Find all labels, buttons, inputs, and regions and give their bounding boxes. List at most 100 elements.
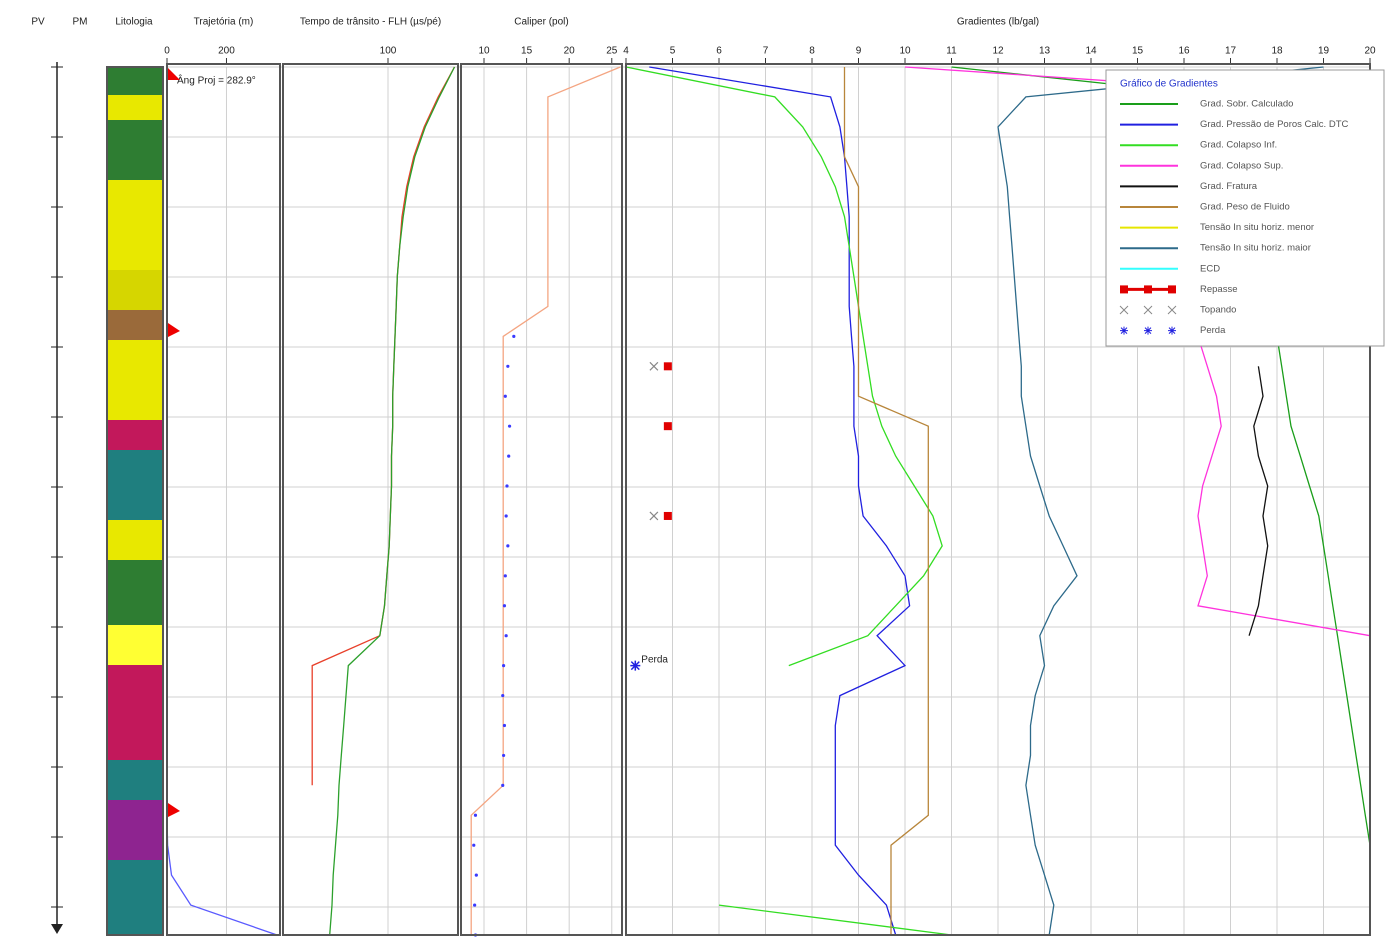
- lithology-band: [107, 560, 163, 625]
- series-line: [329, 66, 456, 936]
- caliper-dot: [474, 873, 478, 877]
- series-line: [470, 66, 621, 935]
- lithology-band: [107, 95, 163, 120]
- caliper-dot: [501, 783, 505, 787]
- x-tick-label: 14: [1085, 46, 1097, 57]
- x-tick-label: 200: [218, 46, 235, 57]
- lithology-band: [107, 665, 163, 760]
- caliper-dot: [506, 364, 510, 368]
- x-tick-label: 25: [606, 46, 618, 57]
- legend-label: Grad. Fratura: [1200, 181, 1258, 192]
- lithology-band: [107, 450, 163, 520]
- legend-label: Grad. Colapso Sup.: [1200, 160, 1283, 171]
- legend-swatch: [1120, 285, 1128, 294]
- x-tick-label: 13: [1039, 46, 1051, 57]
- caliper-dot: [502, 723, 507, 728]
- caliper-dot: [512, 334, 516, 338]
- legend-label: Grad. Peso de Fluido: [1200, 202, 1290, 213]
- caliper-dot: [504, 514, 508, 518]
- legend-label: ECD: [1200, 263, 1220, 274]
- lithology-frame: [106, 66, 164, 936]
- repasse-marker: [663, 422, 672, 431]
- x-tick-label: 15: [1132, 46, 1144, 57]
- lithology-band: [107, 860, 163, 935]
- series-line: [625, 66, 952, 936]
- x-tick-label: 5: [670, 46, 676, 57]
- repasse-marker: [663, 362, 672, 371]
- depth-arrow: [51, 924, 63, 934]
- legend-swatch: [1120, 326, 1128, 335]
- x-tick-label: 20: [564, 46, 576, 57]
- topando-marker: [649, 511, 659, 521]
- track-title: Trajetória (m): [194, 17, 254, 28]
- caliper-dot: [504, 634, 508, 638]
- track-frame: [625, 63, 1371, 936]
- track-title: Gradientes (lb/gal): [957, 17, 1039, 28]
- legend-swatch: [1144, 285, 1152, 294]
- casing-marker: [168, 323, 180, 337]
- depth-ticks: [51, 66, 63, 908]
- legend-label: Grad. Colapso Inf.: [1200, 140, 1277, 151]
- column-title: PM: [73, 17, 88, 28]
- track-frame: [166, 63, 281, 936]
- legend-label: Perda: [1200, 325, 1226, 336]
- x-tick-label: 6: [716, 46, 722, 57]
- annotation: Perda: [641, 654, 668, 665]
- lithology-band: [107, 340, 163, 420]
- x-tick-label: 16: [1178, 46, 1190, 57]
- lithology-band: [107, 800, 163, 860]
- column-title: Litologia: [115, 17, 153, 28]
- track-frame: [460, 63, 623, 936]
- legend-label: Tensão In situ horiz. maior: [1200, 243, 1311, 254]
- caliper-dot: [507, 424, 512, 428]
- legend-swatch: [1119, 305, 1129, 315]
- lithology-band: [107, 67, 163, 95]
- lithology-band: [107, 310, 163, 340]
- lithology-band: [107, 420, 163, 450]
- legend-swatch: [1144, 326, 1152, 335]
- caliper-dot: [506, 544, 510, 548]
- lithology-column: [107, 67, 163, 935]
- series-line: [649, 66, 911, 936]
- x-tick-label: 100: [380, 46, 397, 57]
- x-tick-label: 10: [899, 46, 911, 57]
- legend-swatch: [1167, 305, 1177, 315]
- kop-marker: [168, 68, 180, 80]
- topando-marker: [649, 361, 659, 371]
- track-frame: [282, 63, 459, 936]
- legend-label: Grad. Pressão de Poros Calc. DTC: [1200, 119, 1348, 130]
- x-tick-label: 19: [1318, 46, 1330, 57]
- legend-label: Topando: [1200, 305, 1236, 316]
- caliper-dot: [507, 454, 511, 458]
- legend-swatch: [1143, 305, 1153, 315]
- x-tick-label: 0: [164, 46, 170, 57]
- lithology-band: [107, 180, 163, 270]
- caliper-dot: [473, 903, 477, 907]
- x-tick-label: 15: [521, 46, 533, 57]
- x-tick-label: 4: [623, 46, 629, 57]
- annotation: Âng Proj = 282.9°: [177, 74, 256, 87]
- caliper-dot: [501, 693, 505, 698]
- caliper-dot: [472, 843, 476, 847]
- column-title: PV: [31, 17, 45, 28]
- x-tick-label: 9: [856, 46, 862, 57]
- x-tick-label: 11: [946, 46, 957, 57]
- legend-swatch: [1168, 285, 1176, 294]
- x-tick-label: 12: [992, 46, 1004, 57]
- repasse-marker: [663, 511, 672, 520]
- legend-label: Tensão In situ horiz. menor: [1200, 222, 1314, 233]
- caliper-dot: [503, 574, 507, 578]
- lithology-band: [107, 625, 163, 665]
- caliper-dot: [501, 664, 506, 668]
- lithology-band: [107, 270, 163, 310]
- legend-title: Gráfico de Gradientes: [1120, 79, 1218, 90]
- series-line: [1248, 366, 1269, 636]
- caliper-dot: [473, 813, 478, 817]
- perda-marker: [630, 660, 641, 671]
- caliper-dot: [505, 484, 509, 488]
- series-line: [843, 67, 929, 935]
- caliper-dot: [501, 753, 506, 758]
- series-line: [997, 66, 1324, 936]
- legend-label: Repasse: [1200, 284, 1238, 295]
